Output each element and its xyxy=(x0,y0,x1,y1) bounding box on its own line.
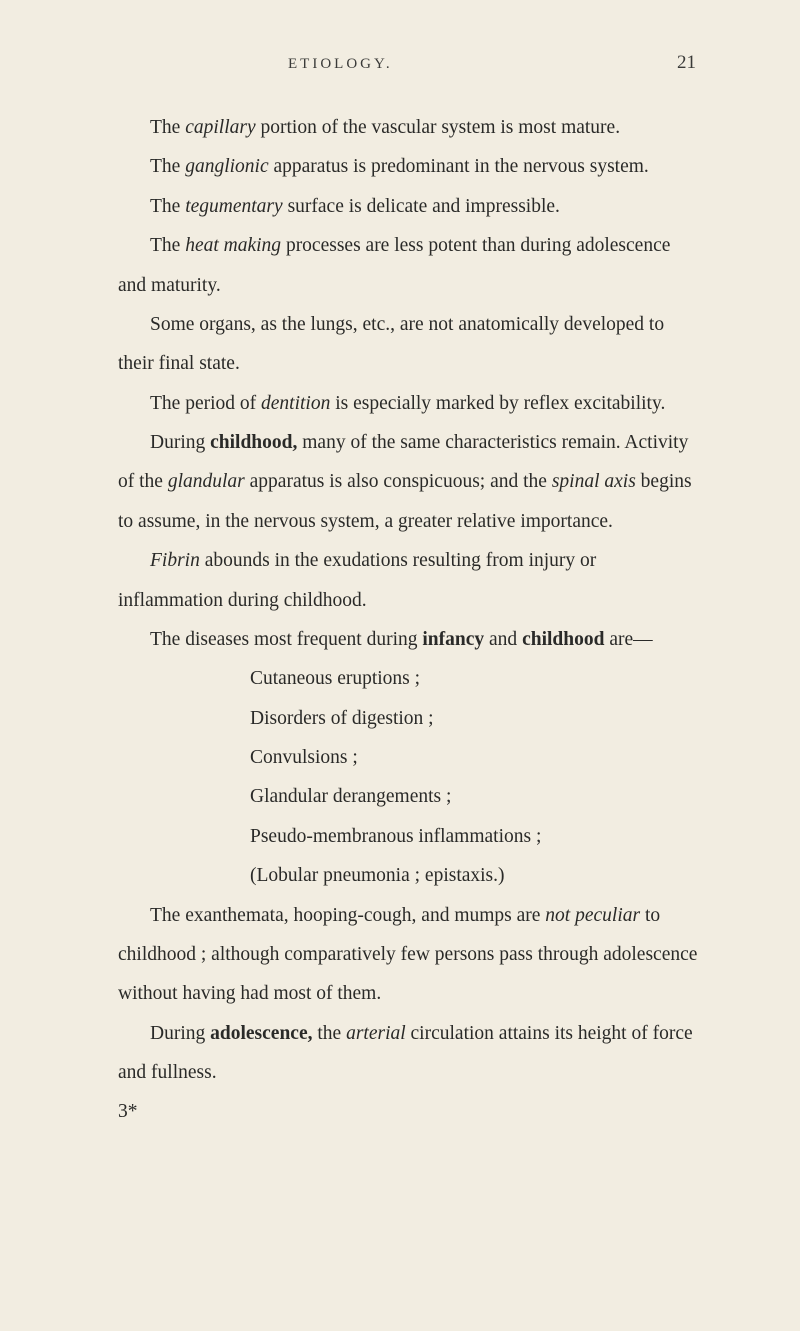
page-number: 21 xyxy=(677,52,696,74)
running-head: ETIOLOGY. xyxy=(288,56,393,73)
signature-mark: 3* xyxy=(118,1092,700,1131)
page-header: ETIOLOGY. 21 xyxy=(118,52,700,74)
paragraph: The period of dentition is especially ma… xyxy=(118,384,700,423)
italic-text: capillary xyxy=(185,117,255,138)
text: The xyxy=(150,196,185,217)
text: The diseases most frequent during xyxy=(150,629,422,650)
bold-text: infancy xyxy=(422,629,484,650)
text: The xyxy=(150,156,185,177)
italic-text: heat making xyxy=(185,235,281,256)
text: the xyxy=(312,1023,346,1044)
text: is especially marked by reflex excitabil… xyxy=(330,393,665,414)
paragraph: The tegumentary surface is delicate and … xyxy=(118,187,700,226)
text: apparatus is predominant in the nervous … xyxy=(269,156,649,177)
paragraph: During adolescence, the arterial circula… xyxy=(118,1014,700,1093)
list-item: Cutaneous eruptions ; xyxy=(118,659,700,698)
paragraph: Some organs, as the lungs, etc., are not… xyxy=(118,305,700,384)
text: The xyxy=(150,235,185,256)
page: ETIOLOGY. 21 The capillary portion of th… xyxy=(0,0,800,1331)
italic-text: Fibrin xyxy=(150,550,200,571)
paragraph: The diseases most frequent during infanc… xyxy=(118,620,700,659)
italic-text: dentition xyxy=(261,393,330,414)
paragraph: The heat making processes are less poten… xyxy=(118,226,700,305)
text: and xyxy=(484,629,522,650)
bold-text: childhood, xyxy=(210,432,297,453)
paragraph: Fibrin abounds in the exudations resulti… xyxy=(118,541,700,620)
list-item: Disorders of digestion ; xyxy=(118,699,700,738)
text: The exanthemata, hooping-cough, and mump… xyxy=(150,905,545,926)
text: The period of xyxy=(150,393,261,414)
bold-text: adolescence, xyxy=(210,1023,312,1044)
italic-text: not peculiar xyxy=(545,905,640,926)
text: The xyxy=(150,117,185,138)
list-item: (Lobular pneumonia ; epistaxis.) xyxy=(118,856,700,895)
italic-text: glandular xyxy=(168,471,245,492)
disease-list: Cutaneous eruptions ; Disorders of diges… xyxy=(118,659,700,895)
text: portion of the vascular system is most m… xyxy=(256,117,620,138)
paragraph: During childhood, many of the same chara… xyxy=(118,423,700,541)
text: During xyxy=(150,1023,210,1044)
bold-text: childhood xyxy=(522,629,604,650)
list-item: Convulsions ; xyxy=(118,738,700,777)
body-text: The capillary portion of the vascular sy… xyxy=(118,108,700,1132)
text: apparatus is also conspicuous; and the xyxy=(245,471,552,492)
text: During xyxy=(150,432,210,453)
paragraph: The ganglionic apparatus is predominant … xyxy=(118,147,700,186)
paragraph: The exanthemata, hooping-cough, and mump… xyxy=(118,896,700,1014)
list-item: Glandular derangements ; xyxy=(118,777,700,816)
text: surface is delicate and impressible. xyxy=(283,196,560,217)
italic-text: arterial xyxy=(346,1023,406,1044)
italic-text: tegumentary xyxy=(185,196,282,217)
text: are— xyxy=(604,629,652,650)
italic-text: spinal axis xyxy=(552,471,636,492)
paragraph: The capillary portion of the vascular sy… xyxy=(118,108,700,147)
text: Some organs, as the lungs, etc., are not… xyxy=(118,314,664,374)
italic-text: ganglionic xyxy=(185,156,268,177)
list-item: Pseudo-membranous inflammations ; xyxy=(118,817,700,856)
